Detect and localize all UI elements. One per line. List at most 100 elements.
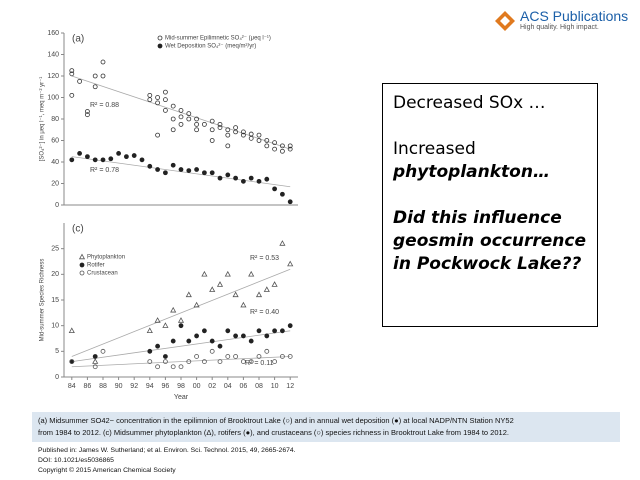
annotation: R² = 0.88 <box>90 102 119 109</box>
point <box>178 121 184 127</box>
point <box>146 327 153 334</box>
point <box>240 359 246 365</box>
y-tick-label: 160 <box>47 30 59 37</box>
point <box>225 127 231 133</box>
point <box>287 323 293 329</box>
y-tick-label: 20 <box>51 271 59 278</box>
x-tick-label: 08 <box>255 383 263 390</box>
point <box>92 358 99 364</box>
point <box>178 167 184 172</box>
point <box>162 89 168 95</box>
point <box>155 132 161 138</box>
point <box>178 323 184 329</box>
point <box>178 364 184 370</box>
point <box>209 138 215 143</box>
caption: (a) Midsummer SO42− concentration in the… <box>32 412 620 442</box>
point <box>155 100 161 106</box>
point <box>225 354 231 359</box>
point <box>155 95 161 100</box>
point <box>264 333 270 339</box>
point <box>155 364 161 370</box>
point <box>170 127 176 133</box>
point <box>186 338 192 344</box>
annotation: R² = 0.40 <box>250 309 279 316</box>
point <box>240 333 246 339</box>
x-tick-label: 86 <box>84 383 92 390</box>
point <box>209 338 215 344</box>
point <box>233 354 239 359</box>
point <box>209 286 216 292</box>
point <box>272 140 278 146</box>
point <box>233 175 239 181</box>
point <box>216 281 224 287</box>
point <box>108 156 114 162</box>
x-tick-label: 90 <box>115 383 123 390</box>
point <box>186 116 192 122</box>
citation: Published in: James W. Sutherland; et al… <box>38 446 296 476</box>
legend-label: Mid-summer Epilimnetic SO₄²⁻ (μeq l⁻¹) <box>165 36 271 42</box>
point <box>92 73 98 79</box>
point <box>69 157 75 163</box>
point <box>178 108 184 113</box>
x-tick-label: 92 <box>130 383 138 390</box>
trend-line <box>71 356 291 368</box>
point <box>256 178 262 184</box>
y-tick-label: 60 <box>51 137 59 144</box>
point <box>225 132 231 138</box>
point <box>209 127 215 133</box>
point <box>279 328 285 334</box>
point <box>92 157 98 163</box>
point <box>201 170 207 176</box>
point <box>256 132 262 138</box>
legend-label: Wet Deposition SO₄²⁻ (meq/m²/yr) <box>165 44 256 50</box>
point <box>233 125 239 130</box>
point <box>287 143 293 149</box>
point <box>92 354 98 359</box>
point <box>279 148 285 154</box>
point <box>201 328 207 334</box>
point <box>217 359 223 365</box>
point <box>194 116 200 122</box>
x-tick-label: 88 <box>99 383 107 390</box>
point <box>162 359 168 365</box>
point <box>255 291 263 298</box>
point <box>85 109 90 114</box>
y-tick-label: 25 <box>51 246 59 253</box>
point <box>186 168 192 174</box>
point <box>248 135 254 141</box>
y-tick-label: 120 <box>47 73 59 80</box>
logo-title: ACS Publications <box>520 8 629 24</box>
point <box>186 111 192 117</box>
point <box>92 364 98 370</box>
annotation: R² = 0.53 <box>250 255 279 262</box>
point <box>225 328 231 334</box>
logo: ACS Publications High quality. High impa… <box>495 8 629 31</box>
annotation: R² = 0.11 <box>245 360 274 367</box>
point <box>279 143 285 149</box>
point <box>178 114 184 120</box>
x-tick-label: 98 <box>177 383 185 390</box>
text-line: phytoplankton… <box>393 162 550 182</box>
x-tick-label: 94 <box>146 383 154 390</box>
point <box>263 286 270 292</box>
point <box>279 354 285 359</box>
point <box>194 333 200 339</box>
text-line: geosmin occurrence <box>393 231 587 251</box>
point <box>272 328 278 334</box>
point <box>256 328 262 334</box>
point <box>279 240 286 246</box>
point <box>155 167 161 172</box>
point <box>287 199 293 205</box>
panel-label: (a) <box>72 34 84 45</box>
point <box>69 71 75 77</box>
point <box>225 172 231 178</box>
point <box>170 162 176 168</box>
point <box>116 150 121 156</box>
legend-label: Rotifer <box>87 263 105 269</box>
point <box>201 121 207 127</box>
logo-tagline: High quality. High impact. <box>520 24 599 31</box>
point <box>77 78 82 84</box>
x-tick-label: 00 <box>193 383 201 390</box>
legend-label: Crustacean <box>87 271 118 277</box>
